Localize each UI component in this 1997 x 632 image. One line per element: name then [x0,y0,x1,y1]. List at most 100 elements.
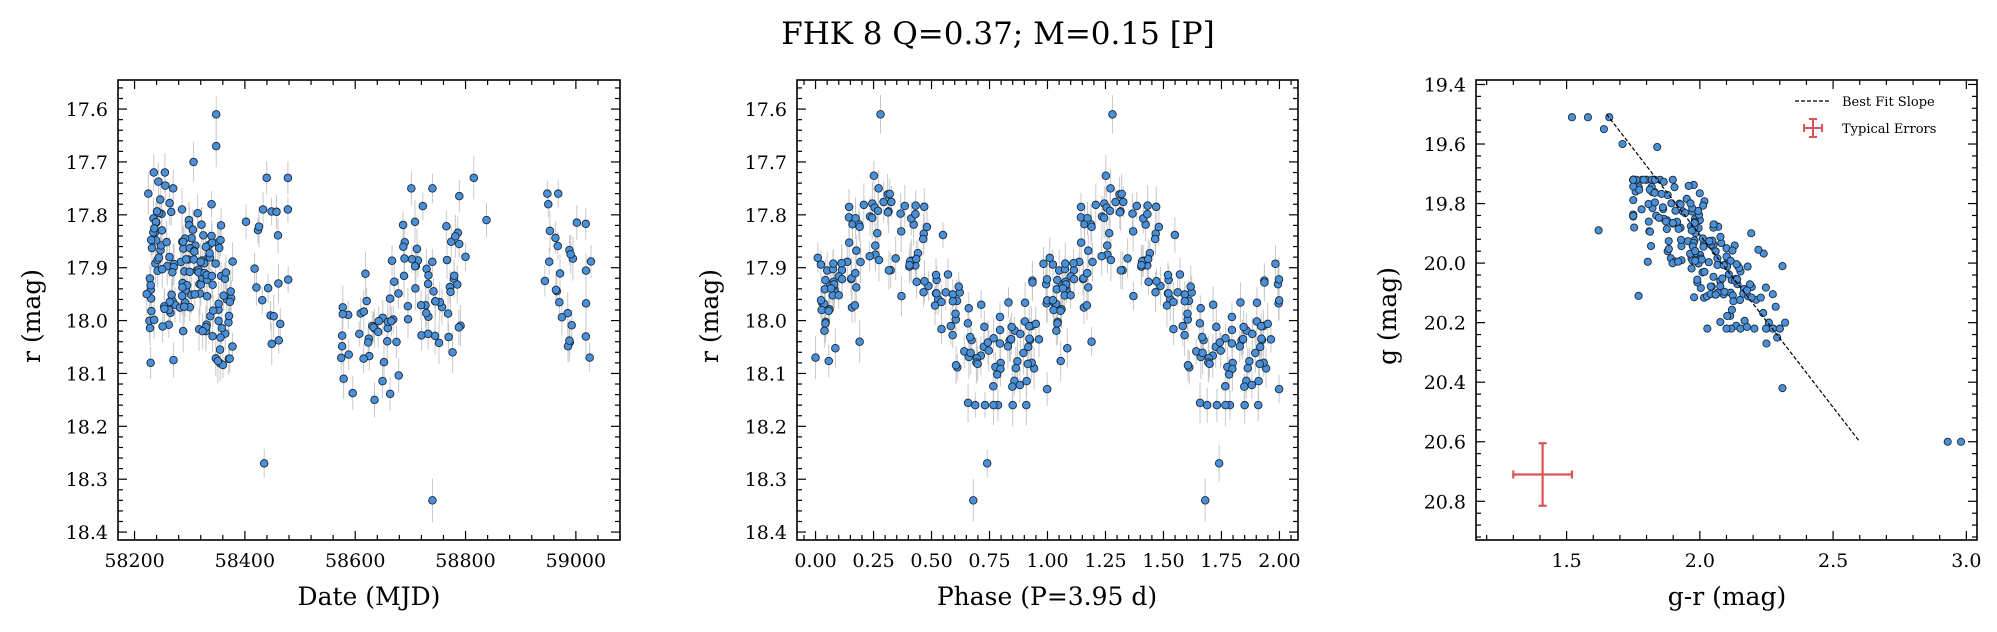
data-point [1056,306,1065,316]
data-point [966,348,975,358]
data-point [1709,272,1718,281]
data-point [385,389,395,399]
data-point [1024,321,1034,331]
data-point [211,259,220,268]
axes-frame [796,79,1299,541]
data-point [837,259,846,268]
data-point [1052,326,1061,336]
data-point [443,309,453,318]
x-tick-label: 2.0 [1685,550,1715,572]
data-point [1200,496,1210,505]
data-point [469,173,479,183]
data-point [418,201,428,211]
data-point [946,321,956,331]
data-point [572,218,582,227]
data-point [555,297,564,307]
legend-typical-errors-swatch [1803,118,1823,138]
data-point [211,110,221,119]
data-point [1274,384,1284,394]
data-point [920,276,929,286]
data-point [224,311,234,321]
data-point [1097,252,1106,261]
data-point [392,337,401,347]
data-point [1212,322,1221,332]
data-point [821,275,830,285]
data-point [1083,214,1092,223]
data-point [1644,217,1653,226]
data-point [876,110,885,119]
data-point [1039,259,1048,268]
data-point [1750,324,1759,333]
data-point [482,215,491,225]
data-point [555,269,565,278]
data-point [824,306,833,316]
x-tick-label: 0.00 [794,550,836,572]
x-tick-label: 58400 [215,550,275,572]
data-point [359,354,368,363]
data-point [1768,290,1777,299]
data-point [1253,400,1263,410]
data-point [1214,459,1224,468]
data-point [1216,346,1225,355]
data-point [1650,188,1659,197]
data-point [1742,322,1751,331]
data-point [851,268,860,278]
data-point [1003,342,1013,351]
data-point [1726,256,1735,265]
data-point [1106,255,1116,265]
data-point [374,316,383,326]
y-tick-label: 17.7 [745,152,787,174]
data-point [421,308,431,318]
data-point [1221,334,1230,343]
data-point [943,270,953,279]
data-point [1736,324,1745,333]
data-point [1180,297,1190,306]
data-point [1567,113,1576,122]
data-point [873,228,882,238]
data-point [1778,262,1787,271]
panel-light-curve: 58200 58400 58600 58800 59000 17.6 17.7 17.8 17.… [66,79,621,572]
data-point [201,242,211,251]
data-point [165,198,174,208]
data-point [1049,305,1058,315]
data-point [1105,206,1115,216]
data-point [1724,270,1733,279]
y-tick-label: 19.8 [1424,194,1466,216]
data-point [1069,274,1079,284]
data-point [431,297,440,306]
data-point [263,283,273,293]
data-point [1186,282,1195,291]
data-point [1781,318,1790,327]
data-point [1083,283,1093,292]
data-point [1743,262,1752,271]
data-point [1754,245,1763,254]
x-tick-label: 0.50 [910,550,952,572]
data-point [1629,182,1638,191]
data-point [1653,142,1662,152]
data-point [410,261,420,271]
data-point [1115,208,1125,217]
data-point [1116,266,1126,275]
data-point [276,319,285,329]
y-tick-label: 20.6 [1424,432,1466,454]
data-point [920,202,929,212]
data-point [1091,200,1101,210]
data-point [161,181,170,190]
x-tick-label: 1.00 [1026,550,1068,572]
data-point [429,287,438,296]
panel2-ylabel: r (mag) [695,269,724,363]
data-point [1594,226,1603,235]
y-tick-label: 17.8 [745,205,787,227]
data-point [1212,400,1222,410]
data-point [207,271,217,281]
data-point [454,323,464,332]
data-point [883,208,893,217]
legend-typical-errors-label: Typical Errors [1842,122,1936,137]
data-point [1661,217,1671,226]
data-point [1197,332,1207,342]
data-point [1245,356,1254,366]
data-point [190,289,200,299]
data-point [154,177,163,186]
data-point [1668,175,1677,184]
data-point [1183,360,1193,370]
